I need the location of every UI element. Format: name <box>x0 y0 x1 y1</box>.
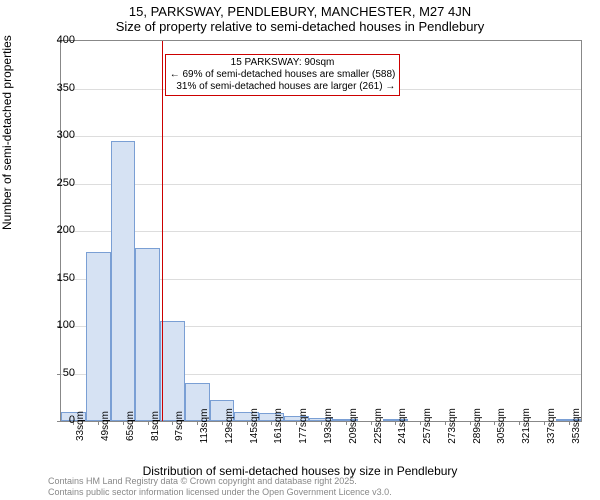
xtick-label: 193sqm <box>323 408 334 444</box>
xtick-label: 225sqm <box>373 408 384 444</box>
gridline <box>61 136 581 137</box>
annotation-line-2: ← 69% of semi-detached houses are smalle… <box>170 69 396 81</box>
y-axis-label: Number of semi-detached properties <box>0 35 14 230</box>
footer-line-1: Contains HM Land Registry data © Crown c… <box>48 476 392 487</box>
chart-subtitle: Size of property relative to semi-detach… <box>0 19 600 34</box>
xtick-label: 49sqm <box>100 411 111 441</box>
footer-attribution: Contains HM Land Registry data © Crown c… <box>48 476 392 498</box>
xtick-label: 113sqm <box>199 409 210 444</box>
ytick-label: 200 <box>45 224 75 236</box>
xtick-label: 241sqm <box>397 408 408 444</box>
ytick-label: 50 <box>45 367 75 379</box>
xtick-mark <box>321 421 322 425</box>
xtick-label: 337sqm <box>546 408 557 444</box>
histogram-bar <box>160 321 185 421</box>
ytick-label: 400 <box>45 34 75 46</box>
histogram-bar <box>111 141 136 421</box>
chart-title: 15, PARKSWAY, PENDLEBURY, MANCHESTER, M2… <box>0 0 600 19</box>
xtick-mark <box>98 421 99 425</box>
xtick-mark <box>445 421 446 425</box>
xtick-label: 145sqm <box>249 408 260 444</box>
xtick-mark <box>470 421 471 425</box>
histogram-bar <box>86 252 111 421</box>
xtick-label: 65sqm <box>125 411 136 441</box>
xtick-mark <box>544 421 545 425</box>
annotation-line-3: 31% of semi-detached houses are larger (… <box>170 81 396 93</box>
xtick-mark <box>148 421 149 425</box>
y-axis-label-text: Number of semi-detached properties <box>0 35 14 230</box>
xtick-mark <box>371 421 372 425</box>
xtick-label: 97sqm <box>174 411 185 441</box>
xtick-label: 129sqm <box>224 408 235 444</box>
xtick-mark <box>123 421 124 425</box>
xtick-mark <box>222 421 223 425</box>
xtick-label: 273sqm <box>447 408 458 444</box>
xtick-label: 209sqm <box>348 408 359 444</box>
xtick-mark <box>346 421 347 425</box>
gridline <box>61 231 581 232</box>
xtick-mark <box>519 421 520 425</box>
ytick-label: 150 <box>45 272 75 284</box>
ytick-label: 100 <box>45 319 75 331</box>
xtick-label: 321sqm <box>521 408 532 444</box>
xtick-label: 81sqm <box>150 411 161 441</box>
chart-container: 15, PARKSWAY, PENDLEBURY, MANCHESTER, M2… <box>0 0 600 500</box>
xtick-label: 289sqm <box>472 408 483 444</box>
annotation-box: 15 PARKSWAY: 90sqm← 69% of semi-detached… <box>165 54 401 96</box>
xtick-label: 305sqm <box>496 408 507 444</box>
ytick-label: 350 <box>45 82 75 94</box>
xtick-mark <box>247 421 248 425</box>
gridline <box>61 184 581 185</box>
xtick-mark <box>420 421 421 425</box>
xtick-label: 177sqm <box>298 408 309 444</box>
xtick-label: 33sqm <box>75 411 86 441</box>
xtick-label: 161sqm <box>273 408 284 444</box>
xtick-mark <box>569 421 570 425</box>
xtick-label: 257sqm <box>422 408 433 444</box>
ytick-label: 250 <box>45 177 75 189</box>
annotation-line-1: 15 PARKSWAY: 90sqm <box>170 57 396 69</box>
ytick-label: 300 <box>45 129 75 141</box>
plot-area: 15 PARKSWAY: 90sqm← 69% of semi-detached… <box>60 40 582 422</box>
xtick-label: 353sqm <box>571 408 582 444</box>
footer-line-2: Contains public sector information licen… <box>48 487 392 498</box>
reference-line <box>162 41 163 421</box>
histogram-bar <box>135 248 160 421</box>
ytick-label: 0 <box>45 414 75 426</box>
